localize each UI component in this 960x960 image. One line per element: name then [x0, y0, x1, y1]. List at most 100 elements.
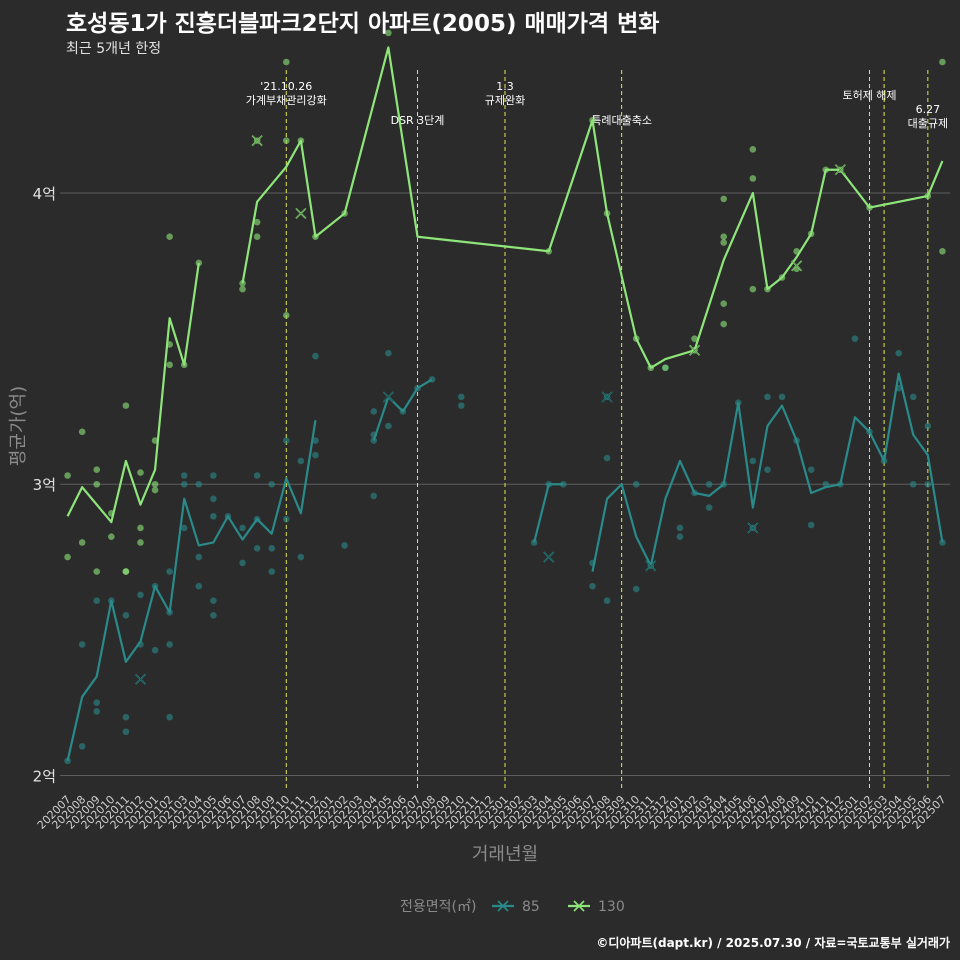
data-point-s130 — [108, 533, 115, 540]
data-point-s85 — [239, 524, 246, 532]
data-point-s130 — [93, 466, 101, 473]
data-point-s85 — [764, 466, 771, 473]
data-point-s85 — [851, 335, 859, 342]
data-point-s130 — [720, 233, 728, 241]
data-point-s85 — [312, 451, 319, 459]
data-point-s85 — [778, 393, 786, 401]
chart-subtitle: 최근 5개년 한정 — [66, 41, 162, 57]
data-point-s85 — [764, 393, 771, 401]
data-point-s85 — [210, 472, 217, 479]
data-point-s85 — [268, 545, 276, 552]
data-point-s85 — [180, 524, 188, 532]
data-point-s130 — [749, 285, 757, 293]
data-point-s130 — [282, 58, 290, 66]
series-line-s85 — [66, 420, 317, 762]
cancelled-marker-outline-s85 — [543, 551, 554, 563]
data-point-s85 — [122, 713, 130, 721]
cancelled-marker-outline-s130 — [791, 260, 802, 272]
legend-label: 85 — [522, 899, 540, 915]
data-point-s85 — [312, 437, 319, 444]
data-point-s85 — [253, 545, 261, 552]
data-point-s85 — [807, 521, 815, 529]
cancelled-marker-outline-s130 — [295, 208, 307, 219]
event-label: '21.10.26 가계부채관리강화 — [246, 80, 327, 107]
data-point-s130 — [151, 480, 159, 488]
legend-swatch-marker — [573, 900, 585, 912]
data-point-s130 — [253, 218, 261, 226]
y-tick-label: 2억 — [33, 767, 56, 785]
data-point-s85 — [895, 349, 902, 357]
data-point-s130 — [93, 568, 101, 575]
legend-title: 전용면적(㎡) — [400, 899, 476, 915]
data-point-s130 — [662, 364, 669, 372]
event-label: 6.27 대출규제 — [908, 103, 948, 130]
source-caption: ©디아파트(dapt.kr) / 2025.07.30 / 자료=국토교통부 실… — [596, 936, 950, 950]
data-point-s85 — [705, 504, 713, 511]
data-point-s130 — [93, 480, 101, 488]
data-point-s85 — [180, 472, 188, 479]
data-point-s85 — [195, 553, 203, 561]
data-point-s130 — [720, 300, 728, 307]
series-line-s130 — [241, 46, 944, 369]
data-point-s85 — [151, 646, 159, 654]
data-point-s85 — [93, 708, 101, 715]
legend-swatch-marker — [497, 900, 509, 912]
data-point-s130 — [939, 58, 946, 66]
data-point-s85 — [268, 480, 276, 488]
data-point-s85 — [210, 512, 217, 520]
data-point-s85 — [909, 393, 917, 401]
data-point-s85 — [282, 515, 290, 523]
data-point-s130 — [137, 469, 144, 476]
data-point-s85 — [180, 480, 188, 488]
data-point-s85 — [603, 597, 611, 605]
data-point-s85 — [632, 585, 640, 593]
cancelled-marker-outline-s85 — [747, 522, 759, 534]
data-point-s85 — [210, 495, 217, 503]
data-point-s85 — [166, 641, 173, 648]
y-tick-label: 3억 — [33, 476, 56, 494]
data-point-s85 — [807, 466, 815, 473]
legend-label: 130 — [598, 899, 625, 915]
data-point-s85 — [603, 454, 611, 462]
data-point-s130 — [137, 524, 144, 532]
data-point-s85 — [676, 533, 684, 540]
data-point-s85 — [93, 699, 101, 706]
data-point-s130 — [282, 137, 290, 144]
cancelled-marker-outline-s85 — [383, 391, 394, 403]
data-point-s130 — [122, 402, 130, 409]
data-point-s85 — [210, 597, 217, 605]
data-point-s130 — [64, 472, 71, 479]
data-point-s85 — [195, 480, 203, 488]
series-line-s130 — [66, 262, 200, 524]
data-point-s85 — [93, 597, 101, 605]
data-point-s85 — [297, 553, 305, 561]
data-point-s130 — [749, 146, 757, 153]
series-line-s85 — [533, 483, 564, 543]
data-point-s85 — [78, 743, 86, 750]
cancelled-marker-outline-s130 — [251, 135, 263, 146]
data-point-s85 — [282, 437, 290, 444]
event-label: 1.3 규제완화 — [485, 80, 525, 107]
data-point-s130 — [385, 29, 392, 37]
data-point-s85 — [632, 480, 640, 488]
data-point-s85 — [268, 568, 276, 575]
data-point-s130 — [720, 320, 728, 328]
data-point-s85 — [253, 472, 261, 479]
data-point-s85 — [924, 422, 932, 430]
data-point-s130 — [78, 539, 86, 546]
event-label: 토허제 해제 — [842, 88, 896, 102]
event-label: 특례대출축소 — [591, 114, 652, 127]
data-point-s130 — [720, 195, 728, 203]
data-point-s85 — [239, 559, 246, 567]
data-point-s130 — [239, 285, 246, 293]
chart-title: 호성동1가 진흥더블파크2단지 아파트(2005) 매매가격 변화 — [66, 11, 660, 37]
legend-item-85: 85 — [492, 899, 540, 915]
cancelled-marker-outline-s85 — [601, 391, 613, 403]
cancelled-marker-outline-s130 — [689, 345, 700, 356]
data-point-s85 — [457, 393, 465, 401]
data-point-s130 — [64, 553, 71, 561]
data-point-s85 — [297, 457, 305, 465]
data-point-s85 — [676, 524, 684, 532]
x-axis-title: 거래년월 — [472, 844, 538, 865]
